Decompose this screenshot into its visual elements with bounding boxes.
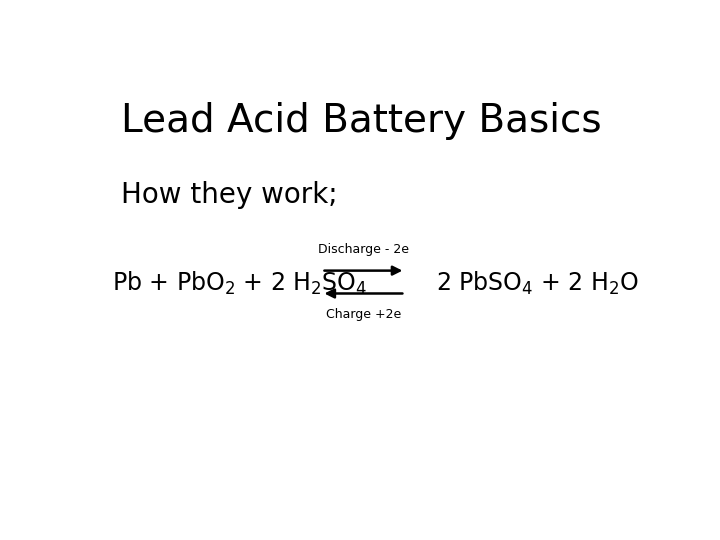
Text: Lead Acid Battery Basics: Lead Acid Battery Basics [121,102,601,140]
Text: Discharge - 2e: Discharge - 2e [318,243,409,256]
Text: Pb + PbO$_2$ + 2 H$_2$SO$_4$: Pb + PbO$_2$ + 2 H$_2$SO$_4$ [112,269,368,296]
Text: How they work;: How they work; [121,181,337,209]
Text: 2 PbSO$_4$ + 2 H$_2$O: 2 PbSO$_4$ + 2 H$_2$O [436,269,639,296]
Text: Charge +2e: Charge +2e [325,308,401,321]
